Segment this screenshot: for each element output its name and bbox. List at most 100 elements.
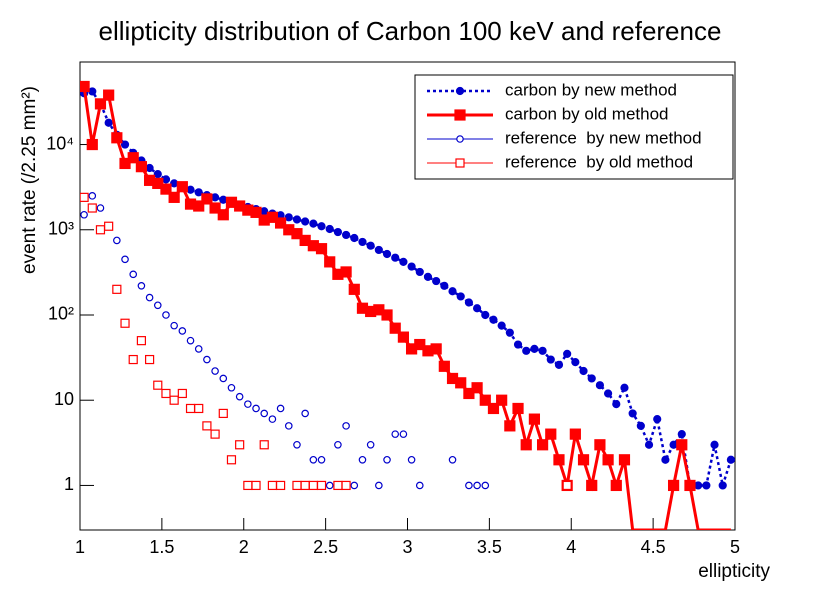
marker: [317, 455, 326, 464]
marker: [538, 346, 547, 355]
marker: [137, 282, 146, 290]
marker: [391, 430, 400, 438]
marker: [414, 338, 426, 351]
marker: [119, 157, 131, 170]
marker: [324, 256, 336, 268]
marker: [284, 213, 293, 222]
marker: [438, 360, 450, 372]
marker: [325, 224, 334, 234]
marker: [358, 237, 367, 247]
marker: [211, 367, 219, 375]
marker: [315, 243, 328, 255]
marker: [218, 408, 228, 419]
y-tick-label: 1: [64, 474, 74, 494]
x-axis-label: ellipticity: [698, 561, 770, 582]
marker: [292, 215, 302, 224]
marker: [479, 394, 491, 406]
marker: [94, 98, 107, 110]
legend-marker: [455, 158, 465, 168]
legend-label: carbon by old method: [505, 104, 669, 123]
marker: [194, 188, 203, 197]
marker: [235, 440, 245, 450]
marker: [432, 276, 441, 286]
marker: [160, 183, 172, 195]
marker: [129, 270, 138, 279]
marker: [136, 336, 147, 346]
marker: [268, 415, 277, 423]
marker: [481, 481, 490, 490]
marker: [430, 343, 442, 355]
marker: [128, 354, 138, 365]
marker: [496, 394, 508, 406]
marker: [481, 310, 490, 320]
marker: [571, 358, 580, 367]
marker: [415, 481, 424, 490]
plot-area: [80, 80, 735, 530]
marker: [341, 230, 351, 240]
marker: [334, 440, 342, 449]
marker: [448, 455, 457, 464]
marker: [292, 480, 302, 491]
marker: [569, 428, 581, 440]
marker: [702, 481, 711, 490]
marker: [250, 206, 262, 218]
x-tick-label: 2.5: [313, 537, 338, 557]
marker: [227, 383, 236, 392]
marker: [579, 366, 588, 376]
marker: [161, 388, 171, 399]
marker: [399, 430, 408, 438]
marker: [169, 395, 179, 405]
marker: [455, 377, 467, 389]
marker: [300, 480, 310, 491]
marker: [210, 193, 220, 202]
x-tick-label: 3: [402, 537, 412, 557]
marker: [391, 253, 400, 262]
marker: [121, 255, 129, 264]
marker: [710, 440, 719, 449]
marker: [546, 355, 555, 364]
marker: [603, 389, 613, 398]
marker: [127, 152, 139, 164]
marker: [135, 161, 148, 173]
marker: [397, 331, 410, 343]
y-tick-label: 10: [54, 389, 74, 409]
marker: [260, 207, 269, 216]
y-tick-label: 10²: [48, 304, 74, 324]
chart-title: ellipticity distribution of Carbon 100 k…: [99, 16, 722, 46]
marker: [317, 222, 326, 231]
marker: [726, 455, 735, 464]
marker: [153, 301, 162, 310]
marker: [301, 409, 309, 418]
marker: [471, 382, 483, 394]
marker: [595, 381, 605, 390]
marker: [251, 480, 261, 491]
marker: [653, 415, 662, 424]
marker: [554, 360, 564, 369]
marker: [587, 374, 596, 383]
marker: [309, 219, 318, 228]
marker: [677, 430, 686, 439]
marker: [152, 177, 164, 189]
marker: [325, 481, 334, 490]
marker: [153, 380, 163, 390]
marker: [375, 481, 383, 490]
legend-label: carbon by new method: [505, 80, 677, 99]
marker: [463, 387, 475, 400]
marker: [497, 321, 506, 330]
marker: [235, 392, 244, 401]
marker: [562, 480, 572, 491]
marker: [86, 138, 98, 151]
marker: [266, 211, 279, 223]
marker: [244, 400, 252, 408]
marker: [520, 439, 532, 451]
marker: [120, 318, 130, 328]
marker: [194, 345, 203, 353]
marker: [88, 87, 97, 96]
marker: [536, 439, 549, 451]
marker: [95, 225, 106, 235]
marker: [415, 267, 424, 277]
legend-marker: [454, 109, 466, 121]
x-tick-label: 5: [730, 537, 740, 557]
marker: [259, 440, 269, 450]
marker: [440, 281, 449, 290]
